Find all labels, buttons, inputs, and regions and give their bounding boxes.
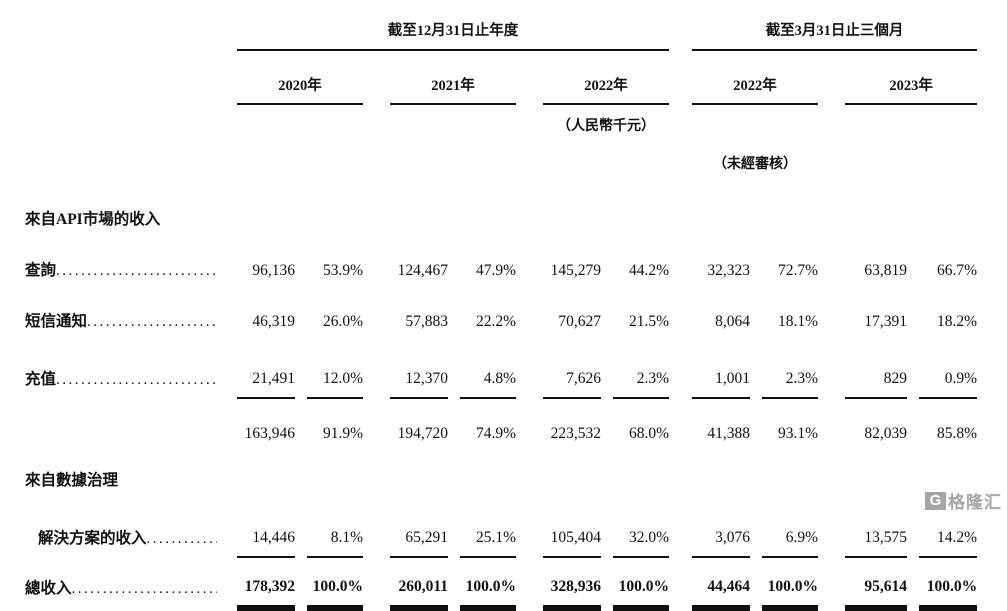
percent-cell: 6.9% [762,499,819,558]
audit-note-row: （未經審核） [0,137,1007,175]
value-cell: 328,936 [543,557,601,610]
row-label [0,398,237,452]
value-cell: 260,011 [390,557,448,610]
value-cell: 41,388 [707,425,751,442]
watermark-brand: 格隆汇 [948,493,1002,512]
value-cell: 95,614 [845,557,908,610]
value-cell: 63,819 [864,262,908,279]
value-cell: 32,323 [707,262,751,279]
year-header-row: 2020年 2021年 2022年 2022年 2023年 [0,50,1007,105]
table-row-solutions: 解決方案的收入 14,446 8.1% 65,291 25.1% 105,404… [0,499,1007,558]
value-cell: 21,491 [237,340,295,399]
value-cell: 8,064 [715,313,751,330]
percent-cell: 68.0% [629,425,670,442]
table-row-topup: 充值 21,491 12.0% 12,370 4.8% 7,626 2.3% 1… [0,340,1007,399]
period-header-annual: 截至12月31日止年度 [237,2,670,51]
row-label: 查詢 [0,238,237,289]
leader-dots [56,262,217,280]
value-cell: 57,883 [405,313,448,330]
value-cell: 70,627 [558,313,601,330]
year-header-2020: 2020年 [237,50,363,105]
section-label: 來自API市場的收入 [25,211,161,228]
value-cell: 124,467 [397,262,448,279]
year-header-2022-q1: 2022年 [692,50,819,105]
period-header-quarterly: 截至3月31日止三個月 [692,2,978,51]
percent-cell: 2.3% [762,340,819,399]
value-cell: 13,575 [845,499,908,558]
period-header-row: 截至12月31日止年度 截至3月31日止三個月 [0,2,1007,51]
percent-cell: 53.9% [322,262,363,279]
percent-cell: 4.8% [460,340,516,399]
percent-cell: 85.8% [937,425,978,442]
percent-cell: 100.0% [460,557,516,610]
table-row-section-governance: 來自數據治理 [0,452,1007,499]
row-label: 解決方案的收入 [0,499,237,557]
percent-cell: 100.0% [762,557,819,610]
table-row-section-api: 來自API市場的收入 [0,189,1007,238]
percent-cell: 2.3% [613,340,670,399]
percent-cell: 66.7% [937,262,978,279]
percent-cell: 8.1% [307,499,363,558]
percent-cell: 72.7% [778,262,819,279]
value-cell: 829 [845,340,908,399]
value-cell: 14,446 [237,499,295,558]
table-row-api-subtotal: 163,946 91.9% 194,720 74.9% 223,532 68.0… [0,398,1007,452]
value-cell: 223,532 [550,425,601,442]
year-header-2021: 2021年 [390,50,516,105]
leader-dots [72,580,217,598]
percent-cell: 47.9% [475,262,516,279]
percent-cell: 32.0% [613,499,670,558]
row-label: 短信通知 [0,289,237,340]
table-row-sms: 短信通知 46,319 26.0% 57,883 22.2% 70,627 21… [0,289,1007,340]
percent-cell: 0.9% [919,340,978,399]
percent-cell: 100.0% [613,557,670,610]
percent-cell: 25.1% [460,499,516,558]
percent-cell: 26.0% [322,313,363,330]
currency-note-row: （人民幣千元） [0,104,1007,137]
value-cell: 65,291 [390,499,448,558]
percent-cell: 12.0% [307,340,363,399]
value-cell: 17,391 [864,313,908,330]
value-cell: 105,404 [543,499,601,558]
value-cell: 145,279 [550,262,601,279]
value-cell: 46,319 [252,313,295,330]
section-label: 來自數據治理 [25,472,119,489]
value-cell: 3,076 [692,499,751,558]
value-cell: 12,370 [390,340,448,399]
value-cell: 44,464 [692,557,751,610]
leader-dots [87,313,217,331]
value-cell: 194,720 [397,425,448,442]
percent-cell: 100.0% [307,557,363,610]
leader-dots [147,530,217,548]
table-row-query: 查詢 96,136 53.9% 124,467 47.9% 145,279 44… [0,238,1007,289]
percent-cell: 18.1% [778,313,819,330]
value-cell: 1,001 [692,340,751,399]
year-header-2022: 2022年 [543,50,670,105]
audit-note: （未經審核） [713,157,798,172]
value-cell: 163,946 [244,425,295,442]
watermark: G 格隆汇 [925,488,1002,513]
currency-note: （人民幣千元） [557,119,656,134]
percent-cell: 91.9% [322,425,363,442]
percent-cell: 18.2% [937,313,978,330]
percent-cell: 74.9% [475,425,516,442]
year-header-2023-q1: 2023年 [845,50,978,105]
value-cell: 7,626 [543,340,601,399]
value-cell: 178,392 [237,557,295,610]
row-label: 充值 [0,340,237,398]
percent-cell: 21.5% [629,313,670,330]
percent-cell: 100.0% [919,557,978,610]
leader-dots [56,371,217,389]
percent-cell: 93.1% [778,425,819,442]
row-label: 總收入 [0,557,237,607]
percent-cell: 44.2% [629,262,670,279]
gelonghui-logo-icon: G [925,491,946,510]
percent-cell: 22.2% [475,313,516,330]
value-cell: 82,039 [864,425,908,442]
value-cell: 96,136 [252,262,295,279]
table-row-total-revenue: 總收入 178,392 100.0% 260,011 100.0% 328,93… [0,557,1007,610]
